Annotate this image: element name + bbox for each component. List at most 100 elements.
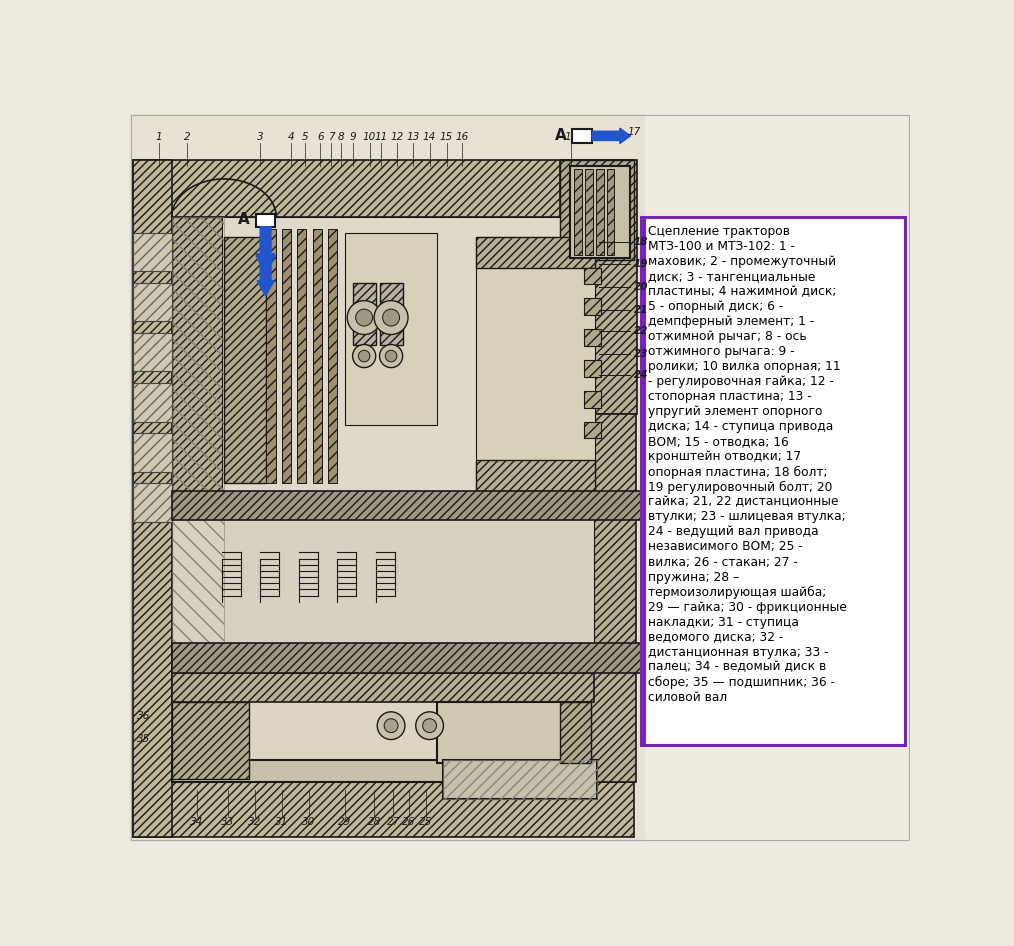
Text: 29: 29 [339,817,352,827]
Bar [267,229,276,483]
Bar [584,329,600,346]
Text: диск; 3 - тангенциальные: диск; 3 - тангенциальные [648,271,815,283]
Bar [133,333,171,372]
Bar [133,383,171,422]
Text: 19: 19 [634,259,648,270]
Bar [584,422,600,438]
Text: ведомого диска; 32 -: ведомого диска; 32 - [648,631,784,643]
Text: 21: 21 [634,305,648,315]
Text: демпферный элемент; 1 -: демпферный элемент; 1 - [648,315,814,328]
Text: палец; 34 - ведомый диск в: палец; 34 - ведомый диск в [648,660,826,674]
Text: 19 регулировочный болт; 20: 19 регулировочный болт; 20 [648,481,832,494]
Text: 35: 35 [137,734,150,744]
Circle shape [382,309,400,326]
Circle shape [384,719,399,732]
Bar [133,483,171,521]
Bar [596,169,603,255]
Bar [476,236,595,268]
Text: 9: 9 [349,131,356,142]
Text: 5 - опорный диск; 6 -: 5 - опорный диск; 6 - [648,300,784,313]
Text: - регулировочная гайка; 12 -: - регулировочная гайка; 12 - [648,376,835,388]
Bar [133,383,171,422]
Circle shape [385,350,396,362]
Text: сборе; 35 — подшипник; 36 -: сборе; 35 — подшипник; 36 - [648,675,836,689]
Bar [591,413,636,782]
Bar [561,160,634,260]
Text: 13: 13 [406,131,419,142]
Text: 24: 24 [634,370,648,380]
Text: 36: 36 [137,711,150,722]
Text: 6: 6 [317,131,323,142]
Text: опорная пластина; 18 болт;: опорная пластина; 18 болт; [648,465,827,479]
Text: упругий элемент опорного: упругий элемент опорного [648,405,822,418]
Text: 17: 17 [628,127,641,136]
Bar [443,761,597,798]
Circle shape [356,309,372,326]
Bar [171,761,593,782]
Bar [171,218,224,645]
Bar [584,359,600,377]
Bar [443,761,597,798]
Bar [312,229,321,483]
Text: 15: 15 [440,131,453,142]
Text: 24 - ведущий вал привода: 24 - ведущий вал привода [648,525,819,538]
Circle shape [379,344,403,368]
Bar [585,169,593,255]
Text: 11: 11 [374,131,387,142]
Bar [133,433,171,471]
Text: 34: 34 [191,817,204,827]
Text: маховик; 2 - промежуточный: маховик; 2 - промежуточный [648,255,837,269]
Bar [644,218,906,745]
Text: 29 — гайка; 30 - фрикционные: 29 — гайка; 30 - фрикционные [648,601,847,614]
Bar [133,160,634,218]
Text: 32: 32 [248,817,262,827]
Text: пластины; 4 нажимной диск;: пластины; 4 нажимной диск; [648,286,837,298]
Text: 2: 2 [184,131,191,142]
Bar [561,702,591,763]
Circle shape [416,711,443,740]
Text: 10: 10 [363,131,376,142]
Text: 31: 31 [275,817,288,827]
Text: 4: 4 [288,131,294,142]
Text: 7: 7 [328,131,335,142]
Bar [133,483,171,521]
Circle shape [347,301,381,335]
Text: диска; 14 - ступица привода: диска; 14 - ступица привода [648,420,834,433]
Circle shape [377,711,405,740]
Bar [328,229,338,483]
Bar [171,218,632,782]
FancyArrow shape [592,128,631,144]
Text: отжимной рычаг; 8 - ось: отжимной рычаг; 8 - ось [648,330,807,343]
Bar [584,268,600,285]
Text: 23: 23 [634,349,648,359]
Text: Сцепление тракторов: Сцепление тракторов [648,225,790,238]
Bar [171,518,593,643]
Bar [133,233,171,272]
Text: ВОМ; 15 - отводка; 16: ВОМ; 15 - отводка; 16 [648,435,789,448]
Bar [345,233,437,426]
Text: силовой вал: силовой вал [648,691,727,704]
Text: 12: 12 [390,131,404,142]
Text: 33: 33 [221,817,234,827]
Bar [133,160,171,837]
Text: 14: 14 [423,131,436,142]
Text: 8: 8 [338,131,345,142]
Text: 3: 3 [257,131,264,142]
Text: 16: 16 [455,131,468,142]
Text: отжимного рычага: 9 -: отжимного рычага: 9 - [648,345,795,359]
Bar [584,298,600,315]
Text: 26: 26 [403,817,416,827]
Bar [171,218,224,645]
Bar [133,782,634,837]
Text: независимого ВОМ; 25 -: независимого ВОМ; 25 - [648,540,803,553]
Text: гайка; 21, 22 дистанционные: гайка; 21, 22 дистанционные [648,496,839,508]
Bar [476,460,595,491]
Text: накладки; 31 - ступица: накладки; 31 - ступица [648,616,799,628]
Bar [133,283,171,322]
Text: 30: 30 [302,817,315,827]
Bar [129,114,645,842]
Circle shape [353,344,375,368]
Bar [437,702,591,763]
Text: 1: 1 [155,131,162,142]
Text: 22: 22 [634,326,648,337]
